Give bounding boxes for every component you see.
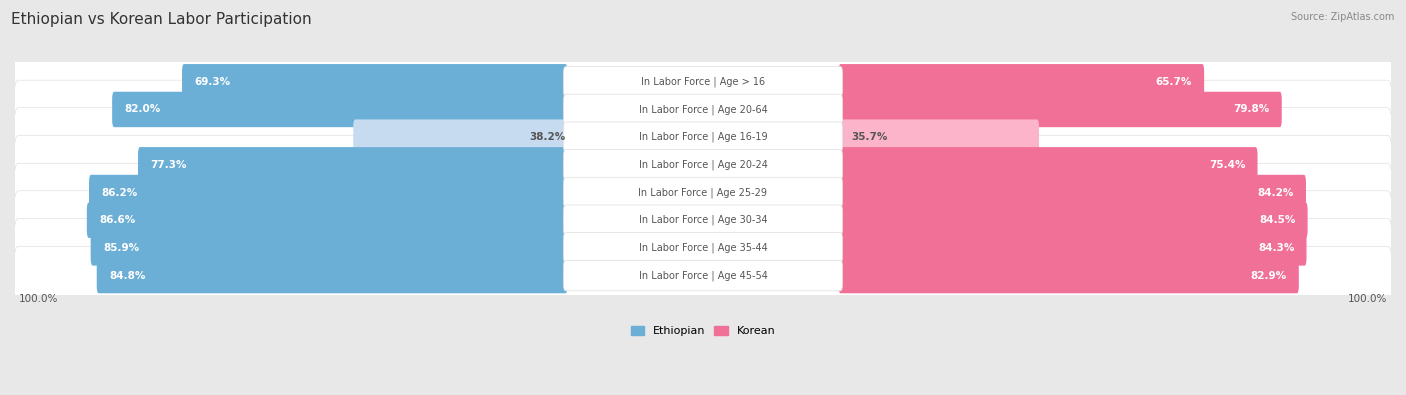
FancyBboxPatch shape bbox=[97, 258, 568, 293]
Text: In Labor Force | Age > 16: In Labor Force | Age > 16 bbox=[641, 77, 765, 87]
FancyBboxPatch shape bbox=[564, 260, 842, 291]
Text: 38.2%: 38.2% bbox=[529, 132, 565, 142]
Text: 65.7%: 65.7% bbox=[1156, 77, 1192, 87]
FancyBboxPatch shape bbox=[564, 233, 842, 263]
FancyBboxPatch shape bbox=[838, 258, 1299, 293]
FancyBboxPatch shape bbox=[13, 102, 1393, 172]
FancyBboxPatch shape bbox=[13, 75, 1393, 144]
Text: Source: ZipAtlas.com: Source: ZipAtlas.com bbox=[1291, 12, 1395, 22]
FancyBboxPatch shape bbox=[838, 230, 1306, 265]
FancyBboxPatch shape bbox=[564, 150, 842, 180]
FancyBboxPatch shape bbox=[838, 92, 1282, 127]
FancyBboxPatch shape bbox=[564, 122, 842, 152]
Text: In Labor Force | Age 25-29: In Labor Force | Age 25-29 bbox=[638, 187, 768, 198]
Text: In Labor Force | Age 35-44: In Labor Force | Age 35-44 bbox=[638, 243, 768, 253]
Text: 84.2%: 84.2% bbox=[1257, 188, 1294, 198]
FancyBboxPatch shape bbox=[564, 94, 842, 125]
FancyBboxPatch shape bbox=[14, 108, 1392, 166]
Text: 100.0%: 100.0% bbox=[1348, 293, 1388, 304]
FancyBboxPatch shape bbox=[838, 175, 1306, 210]
FancyBboxPatch shape bbox=[13, 158, 1393, 228]
FancyBboxPatch shape bbox=[13, 241, 1393, 310]
Text: 82.0%: 82.0% bbox=[124, 104, 160, 115]
Text: 35.7%: 35.7% bbox=[851, 132, 887, 142]
Text: In Labor Force | Age 20-64: In Labor Force | Age 20-64 bbox=[638, 104, 768, 115]
Text: 100.0%: 100.0% bbox=[18, 293, 58, 304]
Text: 84.3%: 84.3% bbox=[1258, 243, 1295, 253]
FancyBboxPatch shape bbox=[14, 246, 1392, 305]
FancyBboxPatch shape bbox=[14, 218, 1392, 277]
FancyBboxPatch shape bbox=[14, 135, 1392, 194]
FancyBboxPatch shape bbox=[838, 203, 1308, 238]
Text: 84.8%: 84.8% bbox=[110, 271, 145, 280]
Text: 84.5%: 84.5% bbox=[1258, 215, 1295, 225]
Text: In Labor Force | Age 16-19: In Labor Force | Age 16-19 bbox=[638, 132, 768, 142]
FancyBboxPatch shape bbox=[181, 64, 568, 100]
FancyBboxPatch shape bbox=[89, 175, 568, 210]
FancyBboxPatch shape bbox=[838, 119, 1039, 155]
FancyBboxPatch shape bbox=[13, 185, 1393, 255]
Text: 79.8%: 79.8% bbox=[1233, 104, 1270, 115]
Text: 75.4%: 75.4% bbox=[1209, 160, 1246, 170]
Text: 86.6%: 86.6% bbox=[98, 215, 135, 225]
FancyBboxPatch shape bbox=[353, 119, 568, 155]
Legend: Ethiopian, Korean: Ethiopian, Korean bbox=[626, 321, 780, 340]
Text: In Labor Force | Age 30-34: In Labor Force | Age 30-34 bbox=[638, 215, 768, 226]
FancyBboxPatch shape bbox=[14, 80, 1392, 139]
FancyBboxPatch shape bbox=[14, 163, 1392, 222]
Text: 82.9%: 82.9% bbox=[1250, 271, 1286, 280]
FancyBboxPatch shape bbox=[838, 64, 1204, 100]
Text: 86.2%: 86.2% bbox=[101, 188, 138, 198]
Text: 85.9%: 85.9% bbox=[103, 243, 139, 253]
Text: In Labor Force | Age 45-54: In Labor Force | Age 45-54 bbox=[638, 270, 768, 281]
FancyBboxPatch shape bbox=[90, 230, 568, 265]
Text: In Labor Force | Age 20-24: In Labor Force | Age 20-24 bbox=[638, 160, 768, 170]
FancyBboxPatch shape bbox=[564, 205, 842, 235]
FancyBboxPatch shape bbox=[14, 191, 1392, 250]
FancyBboxPatch shape bbox=[564, 66, 842, 97]
FancyBboxPatch shape bbox=[564, 177, 842, 208]
FancyBboxPatch shape bbox=[87, 203, 568, 238]
FancyBboxPatch shape bbox=[112, 92, 568, 127]
FancyBboxPatch shape bbox=[13, 213, 1393, 283]
Text: 69.3%: 69.3% bbox=[194, 77, 231, 87]
FancyBboxPatch shape bbox=[14, 53, 1392, 111]
Text: Ethiopian vs Korean Labor Participation: Ethiopian vs Korean Labor Participation bbox=[11, 12, 312, 27]
FancyBboxPatch shape bbox=[13, 130, 1393, 200]
FancyBboxPatch shape bbox=[13, 47, 1393, 117]
FancyBboxPatch shape bbox=[838, 147, 1257, 182]
Text: 77.3%: 77.3% bbox=[150, 160, 187, 170]
FancyBboxPatch shape bbox=[138, 147, 568, 182]
